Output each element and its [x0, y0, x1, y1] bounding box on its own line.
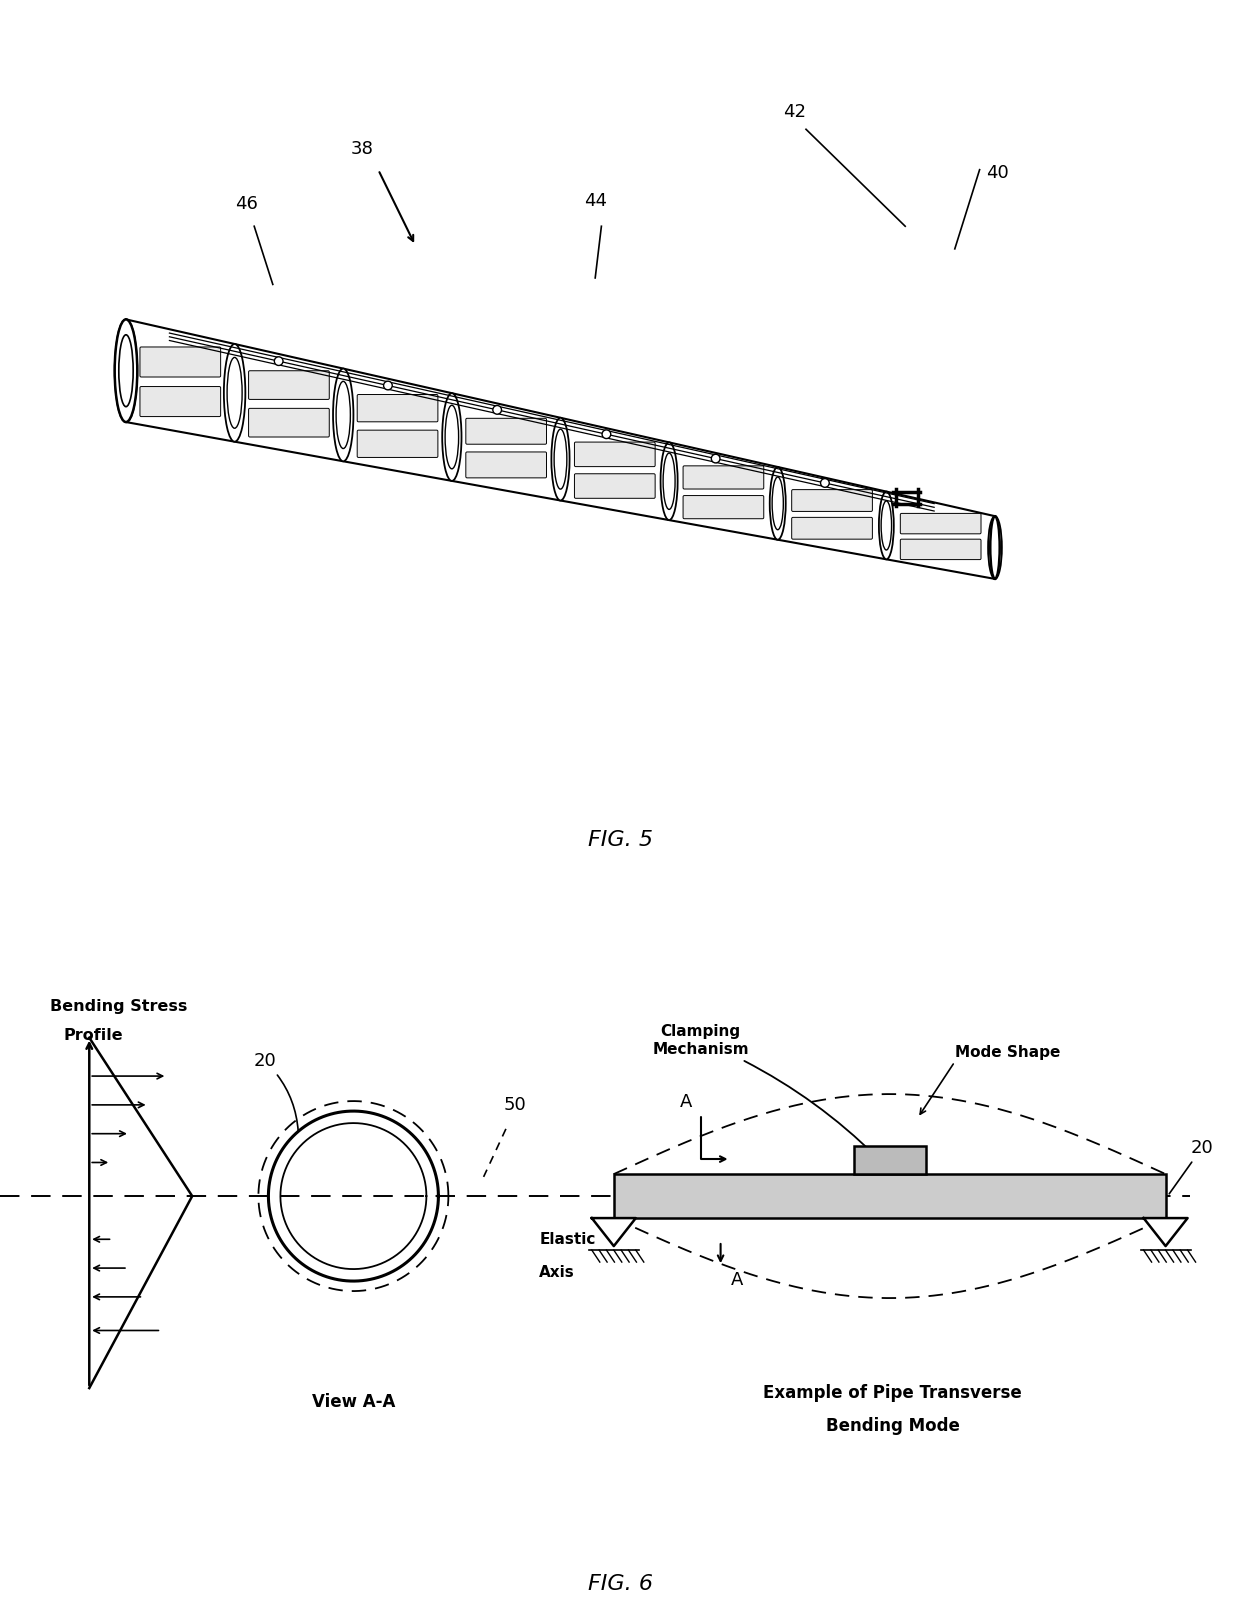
- Text: A: A: [681, 1092, 693, 1112]
- Bar: [614, 1175, 1166, 1218]
- Text: Profile: Profile: [63, 1028, 123, 1042]
- Text: 20: 20: [1169, 1139, 1213, 1194]
- Ellipse shape: [119, 335, 133, 407]
- Ellipse shape: [443, 393, 461, 482]
- Ellipse shape: [770, 467, 786, 540]
- FancyBboxPatch shape: [900, 514, 981, 533]
- FancyBboxPatch shape: [683, 465, 764, 490]
- FancyBboxPatch shape: [791, 517, 873, 540]
- Text: 20: 20: [253, 1052, 299, 1131]
- Text: 38: 38: [351, 139, 373, 158]
- Text: FIG. 5: FIG. 5: [588, 831, 652, 850]
- Text: Bending Stress: Bending Stress: [50, 999, 187, 1015]
- Text: 50: 50: [503, 1096, 526, 1113]
- Text: Clamping
Mechanism: Clamping Mechanism: [652, 1025, 877, 1157]
- FancyBboxPatch shape: [140, 386, 221, 417]
- FancyBboxPatch shape: [357, 394, 438, 422]
- Ellipse shape: [991, 525, 999, 570]
- Circle shape: [821, 478, 830, 488]
- Ellipse shape: [661, 443, 677, 520]
- Polygon shape: [1143, 1218, 1188, 1246]
- Ellipse shape: [227, 357, 242, 428]
- Circle shape: [383, 381, 392, 389]
- Ellipse shape: [988, 516, 1002, 579]
- FancyBboxPatch shape: [357, 430, 438, 457]
- Ellipse shape: [882, 501, 892, 549]
- Ellipse shape: [336, 381, 351, 449]
- Ellipse shape: [991, 516, 999, 579]
- Text: Example of Pipe Transverse: Example of Pipe Transverse: [764, 1383, 1022, 1401]
- Circle shape: [603, 430, 611, 438]
- FancyBboxPatch shape: [791, 490, 873, 511]
- Text: Elastic: Elastic: [539, 1231, 595, 1248]
- Text: 40: 40: [986, 163, 1008, 183]
- Ellipse shape: [879, 491, 894, 559]
- FancyBboxPatch shape: [248, 409, 330, 436]
- Ellipse shape: [773, 477, 784, 530]
- Text: 42: 42: [784, 103, 806, 121]
- Text: A: A: [730, 1272, 743, 1290]
- Circle shape: [492, 406, 501, 414]
- Text: 46: 46: [236, 196, 258, 213]
- Ellipse shape: [334, 368, 353, 461]
- Polygon shape: [591, 1218, 636, 1246]
- Text: Bending Mode: Bending Mode: [826, 1417, 960, 1435]
- FancyBboxPatch shape: [574, 473, 655, 498]
- Text: FIG. 6: FIG. 6: [588, 1574, 652, 1593]
- Text: Mode Shape: Mode Shape: [955, 1044, 1060, 1060]
- Ellipse shape: [114, 320, 138, 422]
- FancyBboxPatch shape: [248, 370, 330, 399]
- Ellipse shape: [224, 344, 246, 441]
- FancyBboxPatch shape: [574, 443, 655, 467]
- Text: 44: 44: [584, 192, 606, 210]
- Text: View A-A: View A-A: [311, 1393, 396, 1411]
- Text: Axis: Axis: [539, 1265, 575, 1280]
- Bar: [853, 1146, 926, 1175]
- Ellipse shape: [118, 333, 134, 407]
- Ellipse shape: [552, 419, 569, 501]
- Ellipse shape: [554, 430, 567, 490]
- Ellipse shape: [445, 406, 459, 469]
- FancyBboxPatch shape: [466, 419, 547, 444]
- FancyBboxPatch shape: [466, 452, 547, 478]
- FancyBboxPatch shape: [900, 540, 981, 559]
- Ellipse shape: [663, 452, 675, 509]
- FancyBboxPatch shape: [140, 347, 221, 377]
- Circle shape: [712, 454, 720, 462]
- FancyBboxPatch shape: [683, 496, 764, 519]
- Ellipse shape: [114, 320, 138, 422]
- Circle shape: [274, 357, 283, 365]
